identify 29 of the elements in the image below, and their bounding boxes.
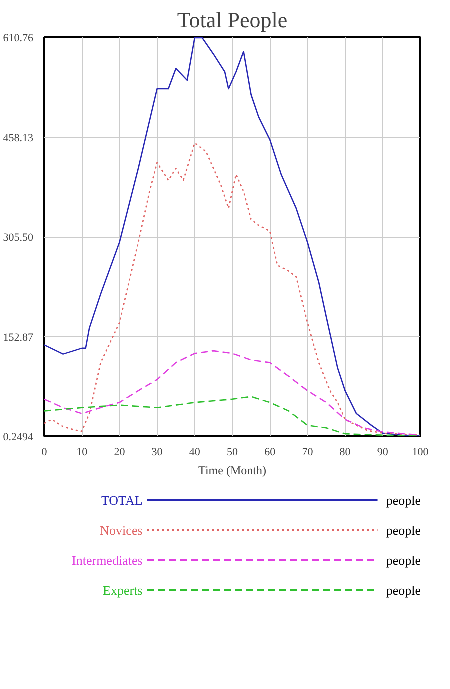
y-tick-label: 0.2494 [3,432,34,444]
text: Experts [103,583,143,598]
x-tick-label: 40 [189,446,201,458]
x-tick-label: 30 [152,446,164,458]
x-tick-label: 100 [412,446,430,458]
line-series [44,38,420,436]
x-tick-label: 60 [264,446,276,458]
text: people [386,583,422,598]
y-tick-label: 458.13 [3,132,34,144]
x-tick-label: 90 [377,446,389,458]
text: Intermediates [72,553,143,568]
text: Novices [100,523,143,538]
x-tick-label: 10 [76,446,88,458]
x-tick-label: 0 [42,446,48,458]
y-tick-label: 305.50 [3,232,34,244]
line-series [44,350,420,436]
text: people [386,553,422,568]
x-tick-label: 80 [340,446,352,458]
text: people [386,523,422,538]
y-tick-label: 610.76 [3,32,34,44]
line-series [44,396,420,436]
x-tick-label: 70 [302,446,314,458]
x-axis-title: Time (Month) [198,464,266,478]
y-tick-label: 152.87 [3,332,34,344]
x-tick-label: 20 [114,446,126,458]
x-tick-label: 50 [227,446,238,458]
chart-title: Total People [177,8,288,32]
text: TOTAL [101,493,143,508]
text: people [386,493,422,508]
